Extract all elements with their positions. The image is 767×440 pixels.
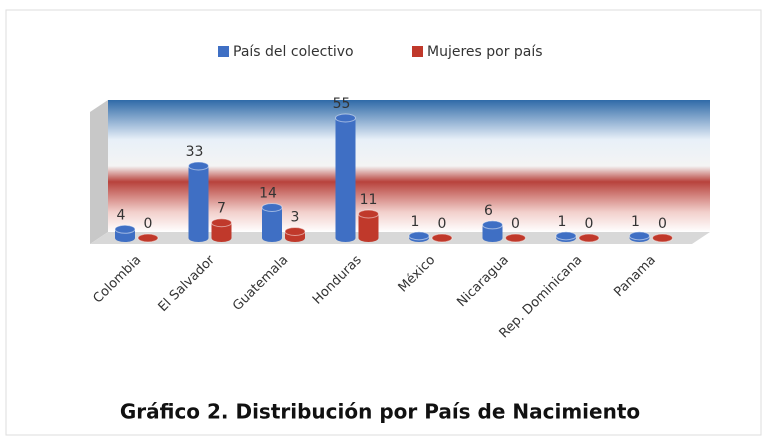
legend-swatch <box>218 46 229 57</box>
data-label: 0 <box>511 216 520 232</box>
data-label: 33 <box>186 144 204 160</box>
cylinder-top <box>578 233 600 243</box>
cylinder-top <box>335 113 356 123</box>
side-wall <box>90 100 108 244</box>
data-label: 0 <box>658 216 667 232</box>
cylinder-top <box>482 220 503 230</box>
cylinder-top <box>555 231 577 241</box>
cylinder-top <box>261 202 283 212</box>
cylinder <box>358 210 379 242</box>
data-label: 7 <box>217 201 226 217</box>
cylinder-top <box>284 226 306 236</box>
legend-swatch <box>412 46 423 57</box>
cylinder-top <box>358 209 379 219</box>
frame <box>5 9 762 436</box>
data-label: 14 <box>259 185 277 201</box>
cylinder-top <box>408 231 430 241</box>
data-label: 1 <box>411 214 420 230</box>
data-label: 1 <box>631 214 640 230</box>
floor <box>90 232 710 244</box>
cylinder <box>335 114 356 242</box>
data-label: 4 <box>117 207 126 223</box>
cylinder-top <box>431 233 453 243</box>
cylinder-top <box>114 224 136 234</box>
data-label: 0 <box>585 216 594 232</box>
data-label: 6 <box>484 203 493 219</box>
x-tick-label: Guatemala <box>230 253 291 314</box>
x-tick-label: México <box>396 253 439 296</box>
x-tick-label: El Salvador <box>156 252 219 315</box>
cylinder-top <box>137 233 159 243</box>
legend-label: País del colectivo <box>233 44 354 60</box>
data-label: 0 <box>438 216 447 232</box>
cylinder <box>188 162 209 242</box>
legend-label: Mujeres por país <box>427 44 543 60</box>
x-tick-label: Panama <box>611 253 658 300</box>
cylinder-top <box>629 231 650 241</box>
x-tick-label: Rep. Dominicana <box>497 253 586 342</box>
data-label: 11 <box>360 192 378 208</box>
cylinder <box>262 203 282 242</box>
data-label: 1 <box>558 214 567 230</box>
data-label: 55 <box>333 96 351 112</box>
chart-title: Gráfico 2. Distribución por País de Naci… <box>120 400 640 424</box>
data-label: 3 <box>291 209 300 225</box>
x-tick-label: Nicaragua <box>454 253 511 310</box>
x-tick-label: Honduras <box>310 253 365 308</box>
cylinder-top <box>505 233 526 243</box>
cylinder-top <box>211 218 232 228</box>
cylinder-top <box>652 233 673 243</box>
data-label: 0 <box>144 216 153 232</box>
x-tick-label: Colombia <box>90 253 144 307</box>
cylinder-top <box>188 161 209 171</box>
